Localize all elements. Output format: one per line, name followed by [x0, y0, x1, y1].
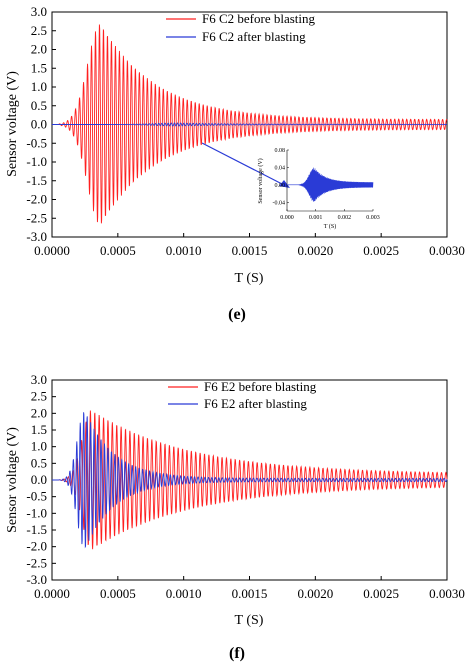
y-tick-label: -1.0 [26, 154, 47, 169]
x-ticks-e: 0.0000 0.0005 0.0010 0.0015 0.0020 0.0025 0.00… [34, 233, 465, 258]
y-ticks-f: 3.0 2.52.0 1.5 1.00.5 0.0 -0.5-1.0 -1.5 -2.0-2.… [26, 372, 56, 587]
y-tick-label: 1.0 [31, 79, 47, 94]
y-tick-label: -2.5 [26, 210, 47, 225]
series-f [52, 410, 448, 550]
x-tick-label: 0.0010 [166, 243, 202, 258]
x-axis-label-f: T (S) [235, 613, 264, 628]
x-tick-label: 0.0025 [363, 243, 399, 258]
y-tick-label: 1.0 [31, 439, 47, 454]
y-ticks-e: 3.0 2.5 2.0 1.5 1.0 0.5 0.0 -0.5 -1.0 -1.5 -2.0 -2.… [26, 4, 56, 244]
legend-label-e-before: F6 C2 before blasting [202, 11, 316, 26]
inset-x-label: T (S) [324, 223, 336, 230]
legend-label-f-before: F6 E2 before blasting [204, 379, 317, 394]
y-tick-label: 1.5 [31, 422, 47, 437]
y-tick-label: -1.0 [26, 505, 47, 520]
x-tick-label: 0.0010 [166, 586, 202, 601]
x-tick-label: 0.0015 [232, 243, 268, 258]
x-tick-label: 0.0000 [34, 586, 70, 601]
x-ticks-f: 0.0000 0.0005 0.0010 0.0015 0.0020 0.0025 0.00… [34, 576, 465, 601]
y-tick-label: -3.0 [26, 229, 47, 244]
y-tick-label: -0.5 [26, 489, 47, 504]
series-line-e-0 [52, 24, 448, 224]
inset-y-tick-label: 0.00 [275, 183, 286, 189]
y-axis-label-f: Sensor voltage (V) [5, 427, 20, 533]
y-tick-label: 0.5 [31, 98, 47, 113]
legend-label-e-after: F6 C2 after blasting [202, 29, 306, 44]
y-tick-label: -0.5 [26, 135, 47, 150]
inset-y-tick-label: 0.08 [275, 148, 286, 154]
inset-chart-e: 0.08 0.04 0.00 -0.04 0.000 0.001 0.002 0.003 S… [257, 148, 380, 230]
inset-y-tick-label: -0.04 [273, 200, 286, 206]
y-tick-label: 3.0 [31, 4, 47, 19]
y-tick-label: 0.0 [31, 117, 47, 132]
x-tick-label: 0.0000 [34, 243, 70, 258]
y-tick-label: -2.0 [26, 539, 47, 554]
chart-e: 3.0 2.5 2.0 1.5 1.0 0.5 0.0 -0.5 -1.0 -1.5 -2.0 -2.… [5, 4, 465, 323]
inset-x-tick-label: 0.003 [366, 215, 380, 221]
series-line-f-1 [52, 412, 448, 549]
y-tick-label: 2.5 [31, 23, 47, 38]
y-tick-label: 2.0 [31, 405, 47, 420]
x-tick-label: 0.0020 [297, 586, 333, 601]
x-tick-label: 0.0025 [363, 586, 399, 601]
y-tick-label: 2.5 [31, 389, 47, 404]
inset-y-ticks: 0.08 0.04 0.00 -0.04 [273, 148, 289, 206]
legend-e: F6 C2 before blasting F6 C2 after blasti… [166, 11, 316, 44]
y-tick-label: 0.5 [31, 455, 47, 470]
y-axis-label-e: Sensor voltage (V) [5, 71, 20, 177]
y-tick-label: -2.0 [26, 192, 47, 207]
x-tick-label: 0.0030 [429, 243, 465, 258]
series-e [52, 24, 448, 224]
x-tick-label: 0.0015 [232, 586, 268, 601]
x-tick-label: 0.0030 [429, 586, 465, 601]
x-tick-label: 0.0005 [100, 586, 136, 601]
inset-x-ticks: 0.000 0.001 0.002 0.003 [280, 209, 380, 221]
y-tick-label: 3.0 [31, 372, 47, 387]
y-tick-label: -2.5 [26, 555, 47, 570]
x-tick-label: 0.0005 [100, 243, 136, 258]
inset-y-label: Sensor voltage (V) [257, 158, 264, 203]
legend-f: F6 E2 before blasting F6 E2 after blasti… [168, 379, 317, 411]
series-line-e-1 [52, 122, 448, 127]
y-tick-label: 1.5 [31, 60, 47, 75]
y-tick-label: 0.0 [31, 472, 47, 487]
inset-x-tick-label: 0.002 [338, 215, 352, 221]
x-tick-label: 0.0020 [297, 243, 333, 258]
y-tick-label: -3.0 [26, 572, 47, 587]
y-tick-label: 2.0 [31, 42, 47, 57]
x-axis-label-e: T (S) [235, 271, 264, 286]
inset-series-line [287, 167, 374, 202]
y-tick-label: -1.5 [26, 522, 47, 537]
inset-x-tick-label: 0.000 [280, 215, 294, 221]
legend-label-f-after: F6 E2 after blasting [204, 396, 307, 411]
inset-x-tick-label: 0.001 [309, 215, 323, 221]
panel-label-e: (e) [228, 306, 246, 323]
y-tick-label: -1.5 [26, 173, 47, 188]
inset-y-tick-label: 0.04 [275, 165, 286, 171]
chart-f: 3.0 2.52.0 1.5 1.00.5 0.0 -0.5-1.0 -1.5 -2.0-2.… [5, 372, 465, 662]
panel-label-f: (f) [229, 645, 245, 662]
